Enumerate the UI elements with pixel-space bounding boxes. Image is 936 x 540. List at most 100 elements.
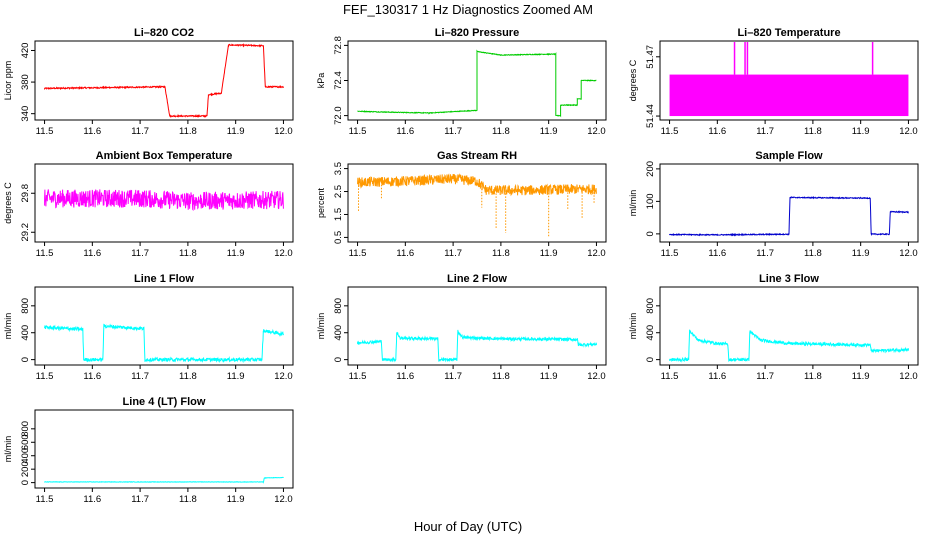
x-tick-label: 12.0 bbox=[899, 126, 918, 137]
x-tick-label: 11.9 bbox=[852, 371, 870, 382]
x-tick-label: 11.5 bbox=[36, 126, 54, 137]
y-axis-label: ml/min bbox=[628, 313, 638, 340]
panel-title: Line 4 (LT) Flow bbox=[123, 396, 206, 408]
x-tick-label: 11.9 bbox=[540, 248, 558, 259]
x-tick-label: 11.6 bbox=[83, 248, 101, 259]
y-tick-label: 0 bbox=[333, 357, 344, 362]
panel-5: Gas Stream RH 11.5 11.6 11.7 11.8 11.9 12.0 0.5… bbox=[316, 150, 607, 259]
plot-area bbox=[44, 323, 284, 364]
x-tick-label: 11.5 bbox=[36, 371, 54, 382]
x-tick-label: 11.6 bbox=[396, 126, 414, 137]
x-tick-label: 11.8 bbox=[804, 126, 822, 137]
x-tick-label: 11.8 bbox=[179, 371, 197, 382]
x-tick-label: 11.7 bbox=[756, 248, 774, 259]
y-tick-label: 600 bbox=[20, 434, 31, 450]
x-tick-label: 12.0 bbox=[899, 371, 918, 382]
y-tick-label: 72.4 bbox=[333, 71, 344, 90]
plot-frame bbox=[347, 286, 607, 366]
plot-area bbox=[44, 476, 284, 484]
x-tick-label: 11.5 bbox=[36, 248, 54, 259]
plot-frame bbox=[34, 40, 294, 121]
x-tick-label: 11.5 bbox=[349, 126, 367, 137]
y-axis-label: degrees C bbox=[3, 182, 13, 224]
plot-area bbox=[669, 196, 909, 237]
x-tick-label: 11.8 bbox=[804, 371, 822, 382]
plot-frame bbox=[34, 409, 294, 489]
x-tick-label: 11.8 bbox=[492, 126, 510, 137]
plot-frame bbox=[659, 163, 919, 243]
panel-title: Li–820 Pressure bbox=[435, 27, 519, 39]
x-tick-label: 11.7 bbox=[756, 126, 774, 137]
y-tick-label: 51.47 bbox=[645, 45, 656, 69]
x-tick-label: 11.6 bbox=[83, 126, 101, 137]
y-tick-label: 29.2 bbox=[20, 223, 31, 242]
panel-title: Gas Stream RH bbox=[437, 150, 517, 162]
y-tick-label: 800 bbox=[20, 298, 31, 314]
series-band bbox=[669, 74, 909, 117]
panel-title: Sample Flow bbox=[755, 150, 823, 162]
x-tick-label: 11.5 bbox=[36, 494, 54, 505]
y-axis-label: ml/min bbox=[628, 190, 638, 217]
plot-frame bbox=[34, 163, 294, 243]
x-tick-label: 11.7 bbox=[756, 371, 774, 382]
panel-title: Line 3 Flow bbox=[759, 273, 819, 285]
y-axis-label: ml/min bbox=[3, 436, 13, 463]
y-axis-label: ml/min bbox=[316, 313, 326, 340]
y-tick-label: 0.5 bbox=[333, 231, 344, 244]
panel-title: Line 1 Flow bbox=[134, 273, 194, 285]
y-axis-label: ml/min bbox=[3, 313, 13, 340]
y-tick-label: 200 bbox=[645, 161, 656, 177]
y-tick-label: 400 bbox=[20, 448, 31, 464]
plot-frame bbox=[34, 286, 294, 366]
y-tick-label: 1.5 bbox=[333, 208, 344, 221]
x-tick-label: 11.5 bbox=[661, 126, 679, 137]
x-tick-label: 11.9 bbox=[540, 126, 558, 137]
x-tick-label: 11.8 bbox=[179, 248, 197, 259]
series-line bbox=[44, 189, 284, 212]
y-tick-label: 0 bbox=[645, 231, 656, 236]
plot-area bbox=[357, 49, 597, 118]
x-tick-label: 11.7 bbox=[444, 126, 462, 137]
series-line bbox=[357, 173, 597, 197]
x-tick-label: 12.0 bbox=[274, 248, 293, 259]
y-axis-label: kPa bbox=[316, 73, 326, 89]
x-tick-label: 11.6 bbox=[708, 248, 726, 259]
x-tick-label: 11.7 bbox=[131, 126, 149, 137]
y-tick-label: 0 bbox=[20, 357, 31, 362]
x-tick-label: 11.8 bbox=[492, 248, 510, 259]
x-tick-label: 11.6 bbox=[396, 248, 414, 259]
plot-frame bbox=[659, 40, 919, 121]
x-tick-label: 11.9 bbox=[852, 126, 870, 137]
panel-2: Li–820 Pressure 11.5 11.6 11.7 11.8 11.9 12.0 7… bbox=[316, 27, 607, 137]
x-tick-label: 11.7 bbox=[444, 248, 462, 259]
panel-9: Line 3 Flow 11.5 11.6 11.7 11.8 11.9 12.0 0 400 8… bbox=[628, 273, 919, 382]
y-tick-label: 800 bbox=[333, 298, 344, 314]
y-tick-label: 3.5 bbox=[333, 162, 344, 175]
x-tick-label: 11.9 bbox=[227, 126, 245, 137]
series-line bbox=[669, 196, 909, 237]
plot-area bbox=[669, 329, 909, 363]
y-tick-label: 0 bbox=[20, 480, 31, 485]
series-line bbox=[669, 329, 909, 363]
plot-area bbox=[44, 189, 284, 212]
x-tick-label: 11.8 bbox=[492, 371, 510, 382]
plot-area bbox=[669, 42, 909, 117]
x-tick-label: 11.5 bbox=[349, 248, 367, 259]
panel-1: Li–820 CO2 11.5 11.6 11.7 11.8 11.9 12.0 340 380… bbox=[3, 27, 294, 137]
x-tick-label: 11.7 bbox=[131, 371, 149, 382]
y-tick-label: 340 bbox=[20, 106, 31, 122]
x-tick-label: 11.8 bbox=[179, 126, 197, 137]
x-tick-label: 11.6 bbox=[396, 371, 414, 382]
x-tick-label: 12.0 bbox=[587, 248, 606, 259]
y-tick-label: 200 bbox=[20, 461, 31, 477]
x-tick-label: 11.5 bbox=[349, 371, 367, 382]
x-tick-label: 12.0 bbox=[587, 126, 606, 137]
y-tick-label: 72.0 bbox=[333, 106, 344, 125]
series-line bbox=[44, 323, 284, 364]
y-tick-label: 51.44 bbox=[645, 104, 656, 128]
x-tick-label: 11.7 bbox=[131, 494, 149, 505]
plot-area bbox=[357, 173, 597, 238]
figure-title: FEF_130317 1 Hz Diagnostics Zoomed AM bbox=[343, 2, 593, 17]
x-tick-label: 11.8 bbox=[804, 248, 822, 259]
